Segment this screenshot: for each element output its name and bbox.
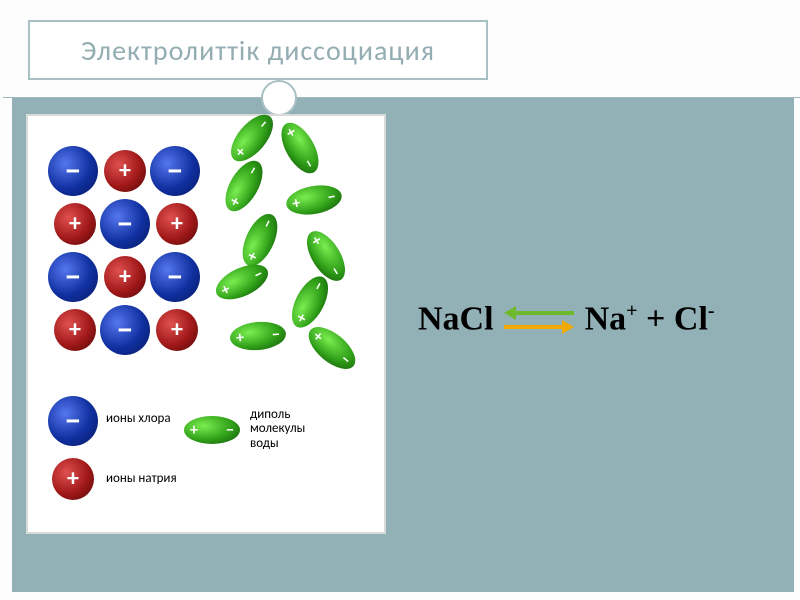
water-dipole: +−	[284, 271, 335, 334]
ornament-circle	[261, 80, 297, 116]
ion-sodium: +	[156, 203, 198, 245]
ion-chloride-legend: −	[48, 396, 98, 446]
eq-lhs: NaCl	[418, 300, 494, 337]
water-dipole: +−	[211, 257, 274, 306]
title-bar: Электролиттік диссоциация	[28, 20, 488, 80]
slide-root: Электролиттік диссоциация −−−−−−+++++++−…	[0, 0, 800, 600]
arrow-reverse	[504, 311, 574, 315]
ion-chloride: −	[150, 252, 200, 302]
ion-sodium: +	[104, 150, 146, 192]
water-dipole-legend: +−	[184, 416, 240, 444]
water-dipole: +−	[284, 181, 344, 218]
legend-chloride: ионы хлора	[106, 412, 171, 426]
ion-chloride: −	[150, 146, 200, 196]
water-dipole: +−	[218, 155, 270, 217]
dissociation-diagram: −−−−−−+++++++−+−+−+−+−+−+−+−+−+−−ионы хл…	[26, 114, 386, 534]
eq-ion2-charge: -	[708, 300, 715, 322]
ion-sodium: +	[104, 256, 146, 298]
ion-chloride: −	[100, 199, 150, 249]
ion-sodium: +	[156, 309, 198, 351]
water-dipole: +−	[302, 319, 363, 376]
legend-dipole: дипольмолекулыводы	[250, 408, 305, 451]
water-dipole: +−	[274, 117, 326, 179]
water-dipole: +−	[235, 209, 284, 272]
ion-chloride: −	[48, 146, 98, 196]
reversible-arrows	[504, 309, 574, 335]
ion-sodium: +	[54, 203, 96, 245]
legend-sodium: ионы натрия	[106, 472, 177, 486]
ion-chloride: −	[48, 252, 98, 302]
ion-chloride: −	[100, 305, 150, 355]
arrow-forward	[504, 325, 574, 329]
eq-ion1-charge: +	[626, 300, 637, 322]
eq-ion1: Na	[585, 300, 627, 337]
title-ornament	[243, 80, 315, 116]
ion-sodium-legend: +	[52, 458, 94, 500]
water-dipole: +−	[223, 108, 280, 169]
equation: NaCl Na+ + Cl-	[418, 300, 715, 338]
eq-plus: +	[638, 300, 674, 337]
title-text: Электролиттік диссоциация	[81, 33, 435, 68]
ornament-line	[3, 97, 800, 98]
ion-sodium: +	[54, 309, 96, 351]
eq-ion2: Cl	[674, 300, 708, 337]
water-dipole: +−	[229, 320, 287, 353]
water-dipole: +−	[299, 225, 352, 287]
